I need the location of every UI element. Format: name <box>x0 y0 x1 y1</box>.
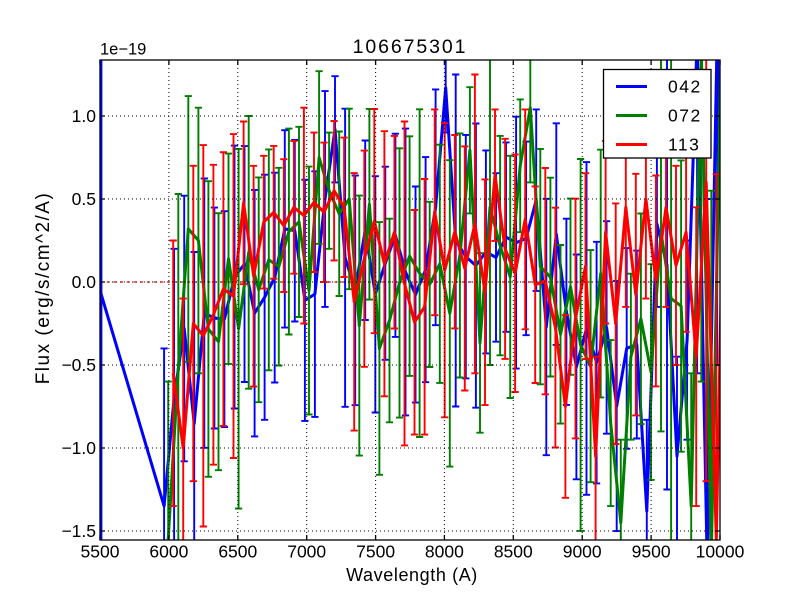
svg-text:1e−19: 1e−19 <box>100 41 146 59</box>
svg-text:Wavelength (A): Wavelength (A) <box>346 565 478 585</box>
svg-text:−1.5: −1.5 <box>61 521 96 541</box>
svg-text:0.5: 0.5 <box>72 189 96 209</box>
svg-text:Flux (erg/s/cm^2/A): Flux (erg/s/cm^2/A) <box>33 192 54 385</box>
svg-text:8500: 8500 <box>494 542 533 562</box>
svg-text:7500: 7500 <box>356 542 395 562</box>
svg-text:072: 072 <box>668 106 702 126</box>
svg-text:−1.0: −1.0 <box>61 438 96 458</box>
svg-text:5500: 5500 <box>81 542 120 562</box>
svg-text:−0.5: −0.5 <box>61 355 96 375</box>
svg-text:9500: 9500 <box>632 542 671 562</box>
svg-text:042: 042 <box>668 77 702 97</box>
svg-text:6000: 6000 <box>149 542 188 562</box>
svg-text:9000: 9000 <box>563 542 602 562</box>
svg-text:0.0: 0.0 <box>72 272 97 292</box>
svg-text:106675301: 106675301 <box>353 36 468 58</box>
svg-text:113: 113 <box>668 135 700 155</box>
svg-text:10000: 10000 <box>696 542 745 562</box>
svg-text:1.0: 1.0 <box>72 106 97 126</box>
svg-text:7000: 7000 <box>287 542 326 562</box>
svg-text:8000: 8000 <box>425 542 464 562</box>
svg-text:6500: 6500 <box>218 542 257 562</box>
